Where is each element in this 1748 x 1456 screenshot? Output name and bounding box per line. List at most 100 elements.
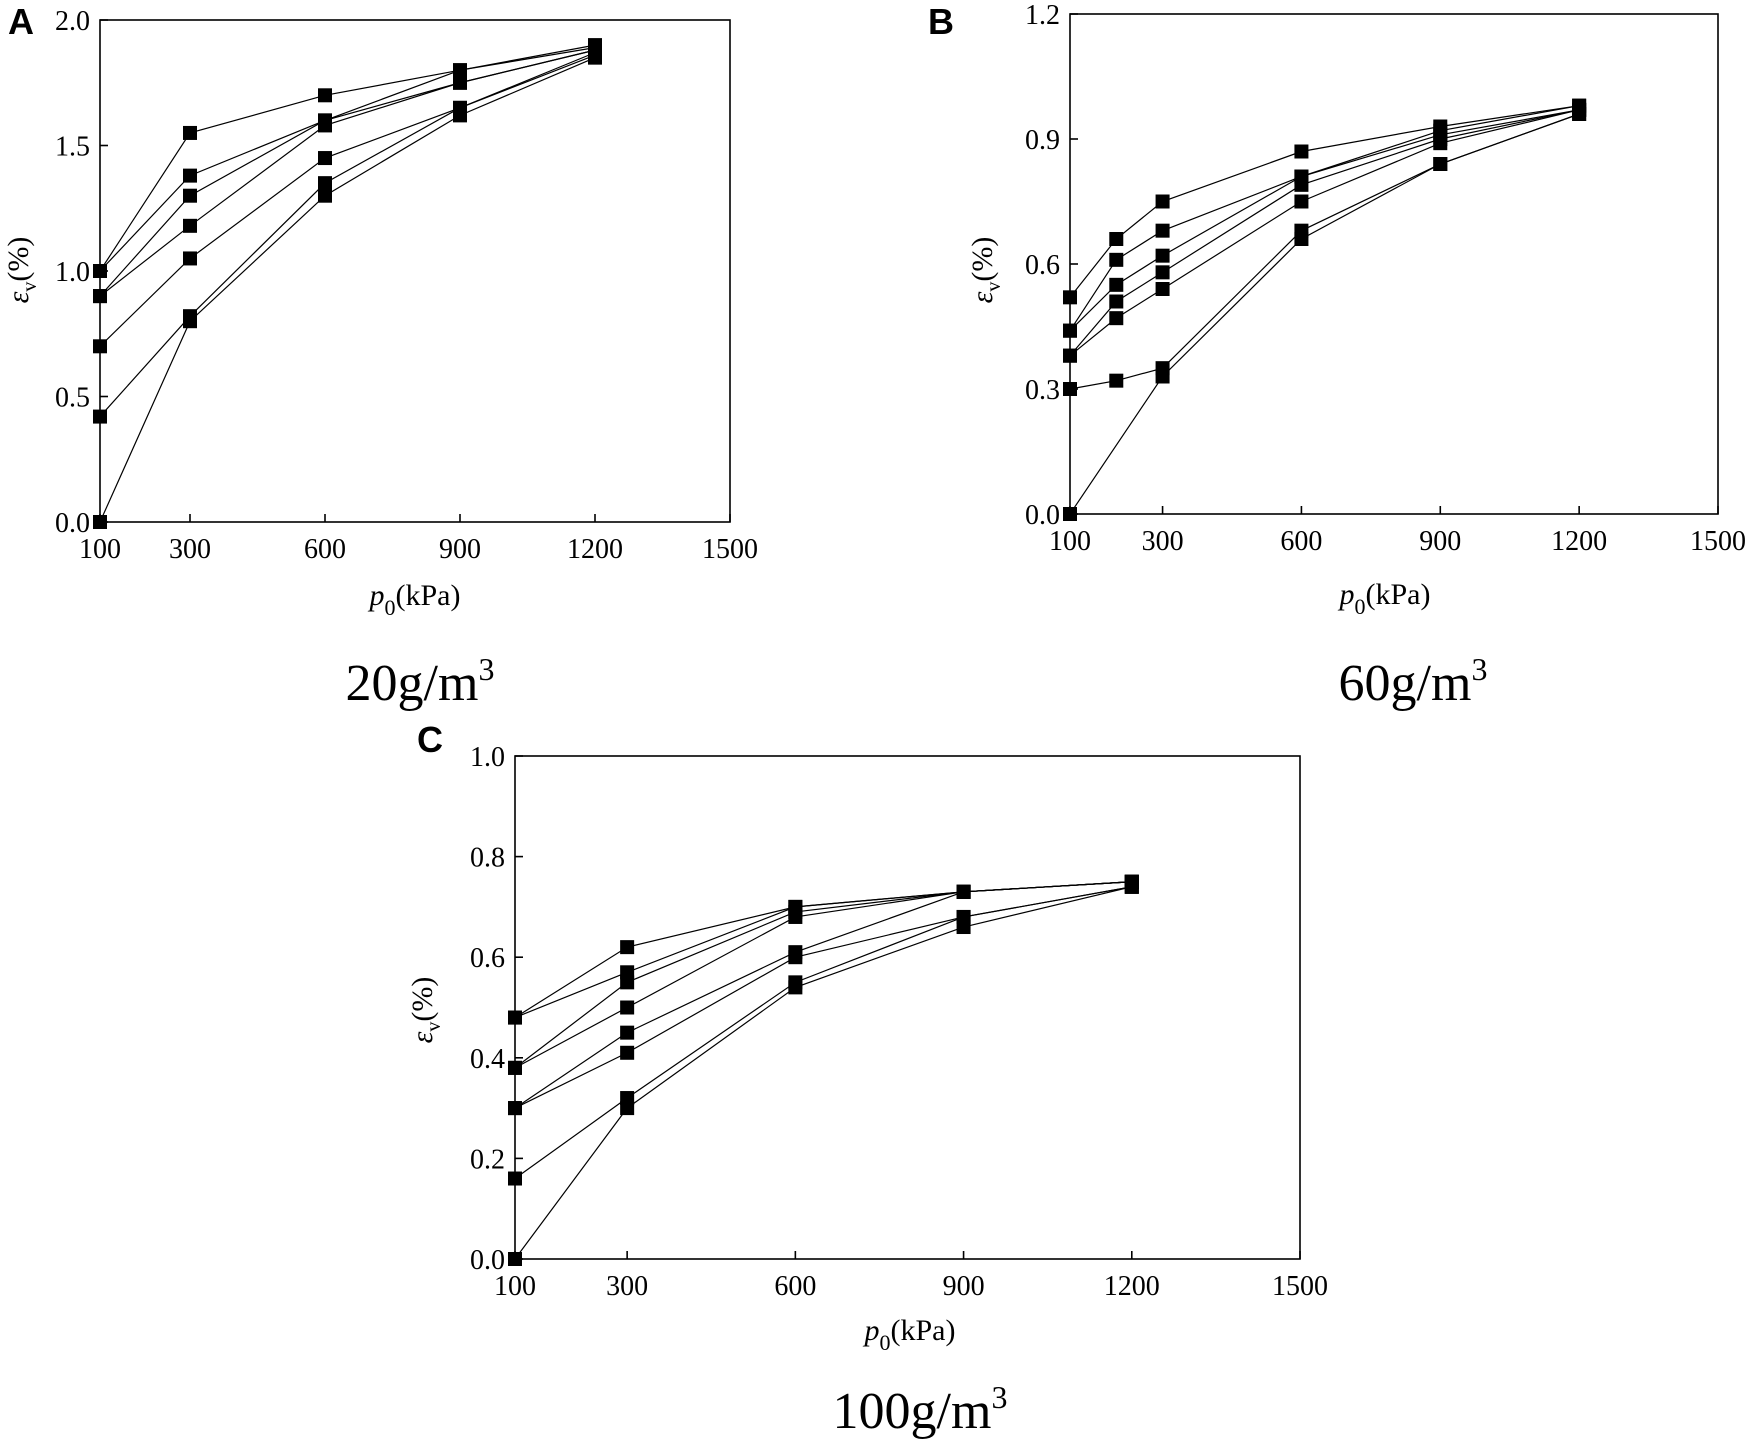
y-axis-label: εv(%) (2, 237, 41, 304)
series-line-s7 (99, 44, 596, 272)
y-tick-label: 0.5 (55, 383, 90, 414)
x-tick-label: 600 (304, 534, 346, 565)
data-point (620, 1045, 635, 1060)
y-tick-label: 0.0 (55, 508, 90, 539)
panel-a: 100 300 600 900 1200 1500 0.0 0.5 1.0 1.5 2.0 Ap0(k… (2, 1, 758, 712)
series-line-s3 (1069, 109, 1580, 357)
data-point (1155, 361, 1170, 376)
caption-exponent: 3 (991, 1379, 1007, 1415)
y-axis-label: εv(%) (406, 977, 445, 1044)
y-tick-label: 0.0 (470, 1245, 505, 1276)
caption-exponent: 3 (1471, 651, 1487, 687)
x-axis-variable: p (368, 579, 385, 612)
y-tick-label: 0.9 (1025, 125, 1060, 156)
y-tick-label: 0.6 (1025, 250, 1060, 281)
y-axis-variable: ε (966, 291, 999, 303)
plot-frame (1069, 13, 1719, 515)
y-axis-subscript: v (19, 282, 41, 292)
series-line-s6 (1069, 105, 1580, 331)
panel-letter: C (417, 719, 443, 760)
x-axis-subscript: 0 (385, 595, 396, 620)
data-point (93, 409, 107, 424)
x-tick-label: 100 (1049, 526, 1091, 557)
data-point (620, 1000, 635, 1015)
y-tick-label: 0.8 (470, 843, 505, 874)
y-axis-subscript: v (423, 1022, 445, 1032)
data-point (1433, 157, 1448, 171)
x-axis-variable: p (863, 1314, 880, 1347)
x-tick-label: 1200 (567, 534, 623, 565)
data-point (1109, 311, 1124, 326)
data-point (1063, 348, 1077, 363)
data-point (318, 176, 332, 191)
data-point (93, 264, 107, 278)
data-point (93, 515, 107, 529)
plot-frame (514, 755, 1301, 1260)
series-line-s2 (99, 54, 596, 417)
data-point (1063, 507, 1077, 521)
data-point (788, 899, 803, 914)
data-point (1063, 323, 1077, 338)
x-axis-label: p0(kPa) (368, 579, 461, 620)
data-point (1124, 874, 1139, 889)
y-tick-label: 0.3 (1025, 375, 1060, 406)
y-axis-variable: ε (406, 1031, 439, 1043)
data-point (453, 75, 467, 90)
data-point (318, 88, 332, 103)
data-point (183, 309, 197, 324)
x-axis-unit: (kPa) (1366, 578, 1431, 611)
data-point (1294, 144, 1309, 159)
series-line-s5 (1069, 109, 1580, 332)
series-line-s7 (1069, 105, 1580, 298)
x-tick-label: 1500 (1690, 526, 1746, 557)
data-point (1155, 223, 1170, 238)
x-tick-label: 300 (606, 1271, 648, 1302)
data-point (183, 168, 197, 183)
series-line-s2 (1069, 113, 1580, 390)
x-tick-label: 1500 (702, 534, 758, 565)
x-tick-label: 100 (79, 534, 121, 565)
caption-text: 100g/m (833, 1383, 992, 1440)
series-line-s5 (99, 49, 596, 297)
x-tick-label: 900 (1419, 526, 1461, 557)
data-point (620, 1025, 635, 1040)
data-point (1109, 294, 1124, 309)
data-point (1109, 373, 1124, 388)
x-tick-label: 1200 (1551, 526, 1607, 557)
data-point (1294, 169, 1309, 184)
data-point (1063, 382, 1077, 396)
x-tick-label: 600 (774, 1271, 816, 1302)
y-tick-label: 1.0 (470, 742, 505, 773)
data-point (1109, 232, 1124, 246)
data-point (508, 1060, 522, 1075)
y-axis-label: εv(%) (966, 237, 1005, 304)
series-line-s5 (514, 881, 1132, 1069)
series-line-s1 (1069, 113, 1580, 515)
data-point (1433, 119, 1448, 134)
y-axis-unit: (%) (2, 237, 35, 282)
panel-caption: 100g/m3 (833, 1379, 1008, 1440)
data-point (508, 1010, 522, 1025)
y-tick-label: 0.4 (470, 1044, 505, 1075)
data-point (453, 100, 467, 115)
data-point (318, 188, 332, 203)
y-tick-label: 2.0 (55, 6, 90, 37)
x-tick-label: 900 (943, 1271, 985, 1302)
x-tick-label: 1200 (1104, 1271, 1160, 1302)
panel-b: 100 300 600 900 1200 1500 0.0 0.3 0.6 0.9 1.2 Bp0(k… (928, 0, 1746, 712)
x-axis-variable: p (1338, 578, 1355, 611)
data-point (1109, 252, 1124, 267)
x-axis-unit: (kPa) (396, 579, 461, 612)
data-point (620, 965, 635, 980)
x-tick-label: 1500 (1272, 1271, 1328, 1302)
y-axis-variable: ε (2, 291, 35, 303)
x-tick-label: 600 (1280, 526, 1322, 557)
data-point (1294, 194, 1309, 209)
caption-text: 60g/m (1339, 655, 1472, 712)
y-axis-unit: (%) (406, 977, 439, 1022)
x-tick-label: 300 (169, 534, 211, 565)
y-tick-label: 0.2 (470, 1144, 505, 1175)
y-tick-label: 0.0 (1025, 500, 1060, 531)
data-point (183, 251, 197, 266)
